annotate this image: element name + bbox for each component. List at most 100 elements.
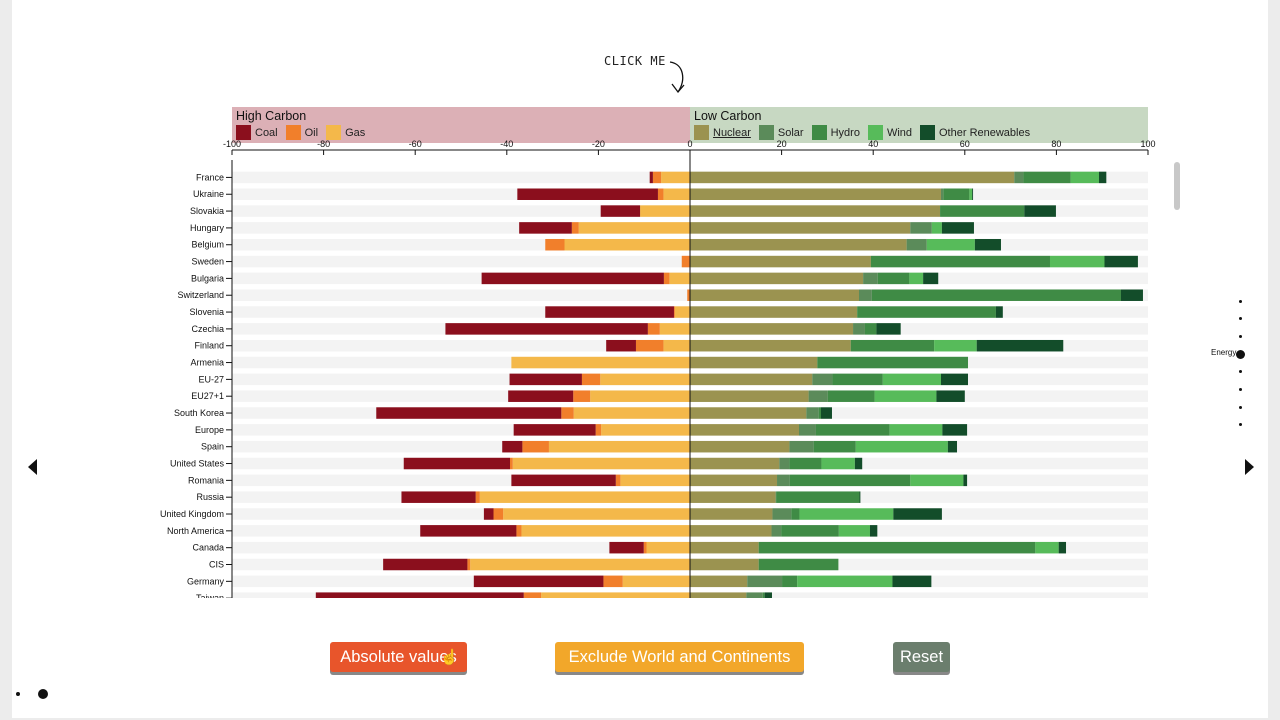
- legend-item-oil[interactable]: Oil: [285, 125, 319, 140]
- nav-dot[interactable]: [1239, 300, 1242, 303]
- chart-scrollbar[interactable]: [1174, 162, 1180, 210]
- bar-wind: [969, 188, 973, 200]
- hand-cursor-icon: ☝: [440, 649, 459, 666]
- page-dot-active[interactable]: [38, 689, 48, 699]
- bar-oil: [545, 238, 565, 251]
- legend-item-coal[interactable]: Coal: [236, 125, 278, 140]
- bar-oil: [523, 592, 542, 598]
- country-label: France: [196, 172, 224, 182]
- bar-other: [876, 323, 901, 335]
- legend-label: Oil: [304, 126, 319, 139]
- legend-low-items: Nuclear Solar Hydro Wind Other Renewables: [694, 125, 1038, 140]
- bar-other: [923, 272, 939, 285]
- nav-dot[interactable]: [1239, 423, 1242, 426]
- bar-gas: [512, 457, 690, 470]
- nav-dot[interactable]: [1239, 388, 1242, 391]
- bar-other: [974, 238, 1001, 251]
- nav-dot[interactable]: [1239, 370, 1242, 373]
- legend-item-hydro[interactable]: Hydro: [811, 125, 860, 140]
- bar-gas: [541, 592, 690, 598]
- nav-dot[interactable]: [1239, 406, 1242, 409]
- bar-other: [940, 373, 969, 386]
- bar-hydro: [827, 390, 875, 402]
- legend-item-solar[interactable]: Solar: [758, 125, 804, 140]
- bar-other: [1058, 541, 1067, 554]
- next-arrow-icon[interactable]: [1245, 459, 1254, 475]
- bar-gas: [521, 525, 690, 537]
- bar-oil: [571, 222, 579, 234]
- bar-coal: [383, 558, 468, 571]
- country-label: Finland: [194, 341, 224, 351]
- bar-nuclear: [690, 188, 941, 200]
- bar-oil: [595, 424, 602, 436]
- country-label: Czechia: [191, 324, 224, 334]
- bar-gas: [601, 424, 690, 436]
- bar-oil: [522, 440, 549, 453]
- bar-other: [1024, 205, 1056, 217]
- legend-item-other-renewables[interactable]: Other Renewables: [920, 125, 1030, 140]
- bar-nuclear: [690, 424, 800, 436]
- bar-gas: [479, 491, 690, 503]
- bar-wind: [799, 508, 894, 520]
- bar-solar: [771, 525, 782, 537]
- bar-gas: [590, 390, 690, 402]
- bar-other: [972, 188, 974, 200]
- bar-hydro: [781, 525, 839, 537]
- nav-dot[interactable]: [1239, 317, 1242, 320]
- bar-wind: [910, 474, 964, 487]
- bar-hydro: [815, 424, 890, 436]
- bar-nuclear: [690, 323, 854, 335]
- bar-solar: [799, 424, 816, 436]
- bar-hydro: [943, 188, 970, 200]
- bar-gas: [470, 558, 690, 571]
- bar-gas: [674, 306, 690, 318]
- bar-hydro: [789, 457, 822, 470]
- bar-gas: [661, 171, 690, 184]
- bar-wind: [838, 525, 870, 537]
- bar-other: [976, 339, 1064, 352]
- bar-oil: [673, 306, 675, 318]
- bar-oil: [581, 373, 601, 386]
- legend-item-wind[interactable]: Wind: [867, 125, 912, 140]
- curved-arrow-icon: [669, 61, 685, 94]
- bar-solar: [910, 222, 932, 234]
- bar-other: [892, 575, 932, 588]
- bar-solar: [779, 457, 790, 470]
- page-dot-small[interactable]: [16, 692, 20, 696]
- bar-wind: [926, 238, 975, 251]
- reset-button[interactable]: Reset: [893, 642, 950, 672]
- nav-dot[interactable]: [1239, 335, 1242, 338]
- x-tick-label: -100: [223, 139, 241, 149]
- legend-low-title: Low Carbon: [694, 109, 762, 123]
- bar-other: [859, 491, 861, 503]
- bar-coal: [403, 457, 511, 470]
- legend-swatch: [326, 125, 342, 140]
- bar-hydro: [864, 323, 877, 335]
- bar-other: [1104, 255, 1138, 268]
- bar-oil: [475, 491, 480, 503]
- country-label: Slovakia: [190, 206, 224, 216]
- country-label: Switzerland: [177, 290, 224, 300]
- bar-hydro: [877, 272, 910, 285]
- bar-gas: [622, 575, 690, 588]
- bar-gas: [646, 541, 690, 554]
- legend-item-gas[interactable]: Gas: [326, 125, 365, 140]
- legend-low-carbon: Low Carbon Nuclear Solar Hydro Wind Other Re…: [690, 107, 1148, 143]
- country-label: Belgium: [191, 240, 224, 250]
- bar-oil: [615, 474, 621, 487]
- nav-dot[interactable]: [1236, 350, 1245, 359]
- bar-wind: [882, 373, 941, 386]
- bar-nuclear: [690, 592, 747, 598]
- bar-coal: [513, 424, 596, 436]
- bar-gas: [663, 339, 690, 352]
- bar-solar: [853, 323, 865, 335]
- bar-oil: [516, 525, 522, 537]
- bar-coal: [420, 525, 517, 537]
- prev-arrow-icon[interactable]: [28, 459, 37, 475]
- country-label: Taiwan: [196, 593, 224, 600]
- absolute-values-button[interactable]: Absolute values: [330, 642, 467, 672]
- legend-item-nuclear[interactable]: Nuclear: [694, 125, 751, 140]
- x-tick-label: -80: [317, 139, 330, 149]
- country-label: Canada: [192, 543, 224, 553]
- exclude-world-continents-button[interactable]: Exclude World and Continents: [555, 642, 804, 672]
